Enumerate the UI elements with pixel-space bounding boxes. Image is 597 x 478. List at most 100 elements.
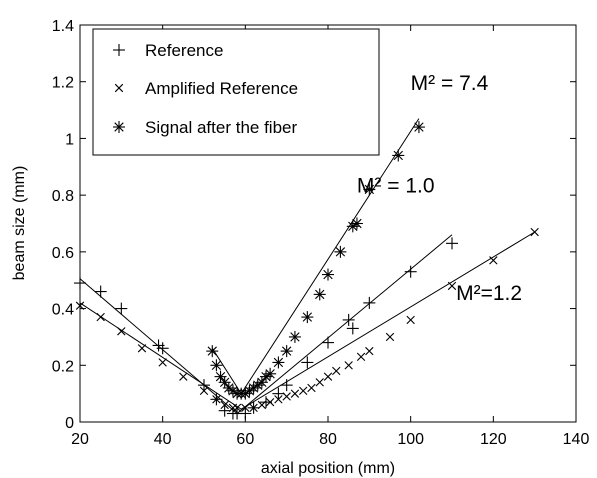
data-point-asterisk — [313, 288, 326, 301]
data-point-x — [332, 366, 341, 376]
data-point-asterisk — [264, 367, 277, 380]
data-point-asterisk — [210, 359, 223, 372]
y-tick-label: 0 — [65, 415, 74, 432]
y-tick-label: 1 — [65, 131, 74, 148]
data-point-x — [241, 403, 250, 413]
data-point-x — [282, 392, 291, 401]
data-point-x — [117, 327, 126, 336]
data-point-asterisk — [363, 183, 376, 196]
data-point-x — [158, 358, 167, 367]
data-point-x — [530, 227, 539, 237]
data-point-x — [385, 332, 395, 342]
x-tick-label: 140 — [563, 431, 590, 448]
legend-swatch-plus — [113, 44, 125, 56]
legend-label-reference: Reference — [145, 41, 223, 60]
fit-line-asterisk — [211, 118, 420, 395]
data-point-asterisk — [334, 245, 347, 258]
y-tick-label: 1.4 — [52, 18, 74, 35]
annotation-label: M² = 1.0 — [357, 174, 435, 197]
data-point-x — [290, 389, 300, 398]
y-axis-label: beam size (mm) — [11, 166, 28, 281]
data-point-plus — [156, 342, 169, 355]
data-point-x — [274, 395, 283, 404]
data-point-x — [265, 397, 275, 407]
data-point-x — [447, 281, 457, 291]
legend-marker-signal — [113, 121, 125, 133]
data-point-x — [323, 372, 333, 381]
data-point-x — [96, 312, 105, 322]
x-tick-label: 80 — [319, 431, 337, 448]
annotation-label: M²=1.2 — [456, 282, 522, 305]
x-tick-label: 60 — [236, 431, 254, 448]
y-tick-label: 0.8 — [52, 188, 74, 205]
legend-label-signal: Signal after the fiber — [145, 118, 297, 137]
data-point-x — [299, 386, 308, 395]
data-point-plus — [74, 277, 86, 290]
y-tick-label: 0.4 — [52, 302, 74, 319]
legend-marker-reference — [113, 44, 125, 56]
data-point-asterisk — [412, 121, 425, 134]
data-point-x — [315, 378, 324, 387]
data-point-x — [365, 346, 374, 356]
data-point-asterisk — [272, 356, 285, 369]
data-point-x — [344, 361, 353, 370]
data-point-plus — [94, 285, 107, 298]
data-point-plus — [198, 379, 210, 392]
legend-box — [92, 28, 380, 156]
data-point-x — [179, 372, 188, 381]
x-tick-label: 120 — [480, 431, 507, 448]
data-point-x — [489, 256, 498, 265]
data-point-x — [232, 403, 242, 413]
legend-label-amplified-reference: Amplified Reference — [145, 79, 298, 98]
legend-swatch-x — [114, 83, 124, 93]
data-point-x — [220, 400, 229, 410]
data-markers — [74, 121, 539, 420]
annotations: M² = 7.4 M² = 1.0 M²=1.2 — [357, 72, 522, 305]
y-tick-label: 1.2 — [52, 75, 74, 92]
data-point-plus — [218, 404, 231, 417]
data-point-asterisk — [322, 268, 334, 281]
data-point-x — [307, 383, 316, 393]
data-point-x — [356, 352, 366, 361]
fit-lines — [79, 118, 535, 415]
data-point-plus — [239, 407, 252, 420]
data-point-x — [257, 400, 267, 410]
data-point-x — [212, 395, 221, 404]
legend: Reference Amplified Reference Signal aft… — [92, 28, 380, 156]
data-point-plus — [322, 336, 334, 349]
data-point-x — [406, 315, 415, 325]
data-point-plus — [115, 302, 128, 315]
data-point-plus — [404, 265, 417, 278]
data-point-asterisk — [350, 217, 363, 230]
x-tick-label: 100 — [397, 431, 424, 448]
axis-ticks: 20 40 60 80 100 120 140 0 0.2 0.4 0.6 0.8 1 1.2 1.4 — [52, 18, 590, 448]
data-point-plus — [346, 322, 359, 335]
data-point-asterisk — [392, 149, 405, 162]
data-point-x — [75, 301, 85, 310]
data-point-asterisk — [280, 345, 293, 358]
x-axis-label: axial position (mm) — [261, 460, 395, 477]
data-point-asterisk — [206, 345, 219, 358]
data-point-asterisk — [301, 311, 314, 324]
data-point-plus — [342, 313, 355, 326]
data-point-x — [249, 403, 258, 413]
annotation-label: M² = 7.4 — [411, 72, 489, 95]
data-point-asterisk — [288, 330, 301, 343]
data-point-x — [228, 403, 238, 413]
data-point-plus — [280, 379, 293, 392]
data-point-plus — [363, 296, 376, 309]
data-point-asterisk — [255, 376, 268, 389]
y-tick-label: 0.2 — [52, 358, 74, 375]
data-point-plus — [446, 237, 458, 250]
y-tick-label: 0.6 — [52, 245, 74, 262]
data-point-x — [199, 386, 209, 395]
data-point-plus — [301, 356, 314, 369]
legend-marker-amplified-reference — [114, 83, 124, 93]
data-point-plus — [272, 387, 285, 400]
x-tick-label: 40 — [154, 431, 172, 448]
fit-line-x — [79, 231, 535, 410]
data-point-x — [137, 344, 147, 353]
x-tick-label: 20 — [71, 431, 89, 448]
legend-swatch-asterisk — [113, 121, 125, 133]
